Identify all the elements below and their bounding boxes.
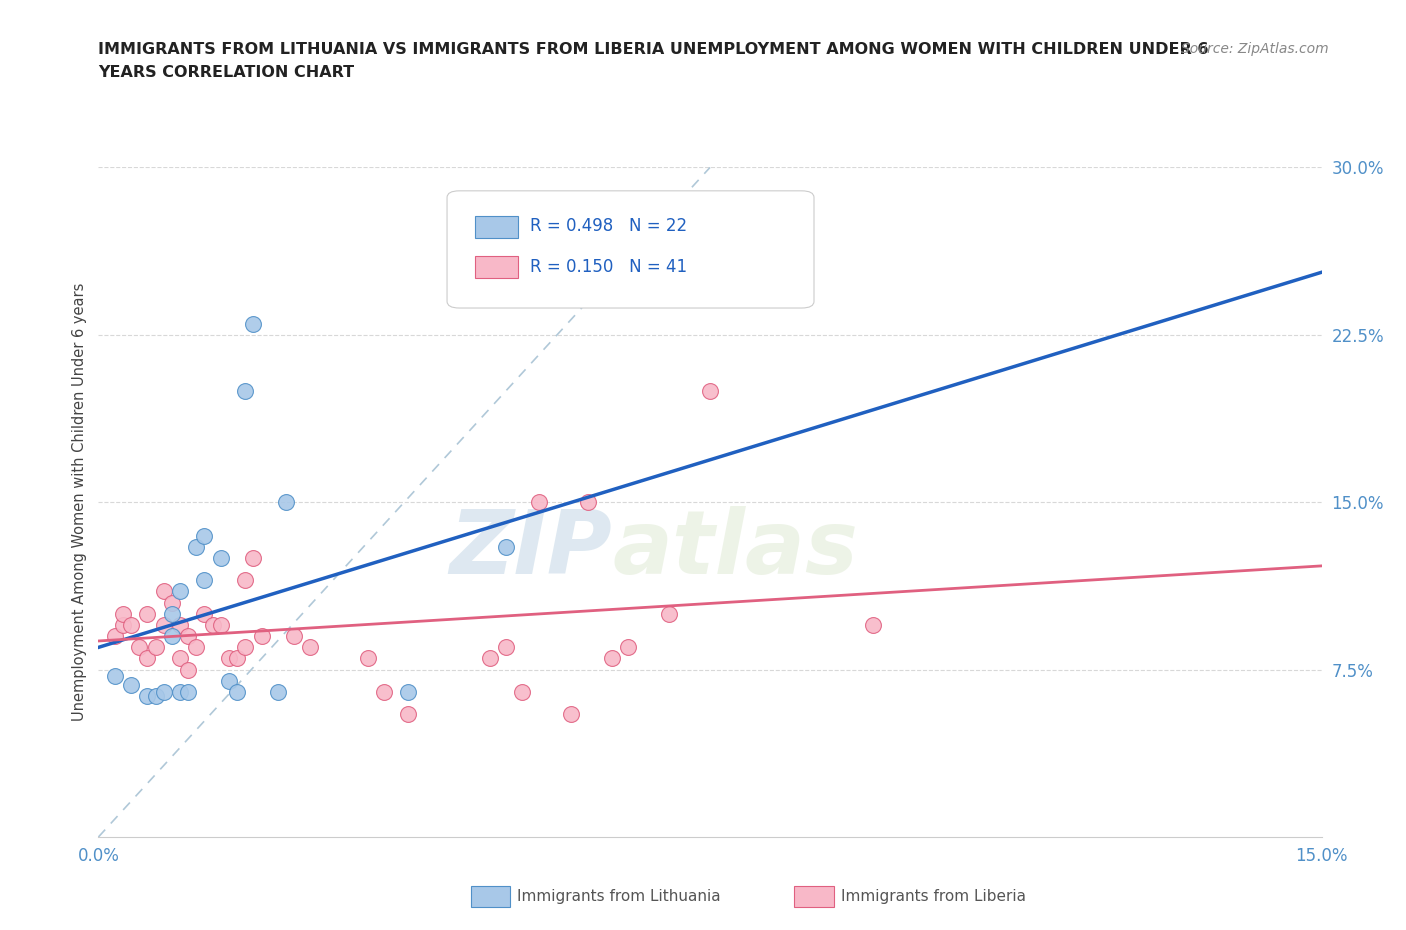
Point	[209, 618, 232, 632]
Point	[699, 383, 721, 398]
Point	[169, 584, 191, 599]
Point	[160, 595, 183, 610]
Point	[478, 651, 501, 666]
Point	[169, 618, 191, 632]
Point	[160, 629, 183, 644]
Point	[274, 495, 297, 510]
Text: R = 0.498   N = 22: R = 0.498 N = 22	[530, 218, 688, 235]
Point	[136, 606, 159, 621]
Point	[169, 651, 191, 666]
Point	[145, 689, 167, 704]
Text: Source: ZipAtlas.com: Source: ZipAtlas.com	[1181, 42, 1329, 56]
Point	[145, 640, 167, 655]
Point	[233, 383, 256, 398]
Point	[396, 707, 419, 722]
Point	[373, 684, 395, 699]
Point	[600, 651, 623, 666]
Point	[495, 640, 517, 655]
Point	[193, 528, 215, 543]
Point	[169, 684, 191, 699]
Point	[193, 573, 215, 588]
Point	[226, 684, 249, 699]
Point	[177, 684, 200, 699]
Point	[226, 651, 249, 666]
Point	[177, 629, 200, 644]
Point	[111, 618, 134, 632]
Text: Immigrants from Lithuania: Immigrants from Lithuania	[517, 889, 721, 904]
Point	[512, 684, 534, 699]
Text: ZIP: ZIP	[450, 506, 612, 592]
Point	[617, 640, 640, 655]
Point	[242, 551, 264, 565]
Point	[186, 539, 208, 554]
FancyBboxPatch shape	[475, 257, 517, 278]
Point	[218, 673, 240, 688]
Point	[356, 651, 378, 666]
Point	[201, 618, 224, 632]
Text: YEARS CORRELATION CHART: YEARS CORRELATION CHART	[98, 65, 354, 80]
Point	[152, 584, 174, 599]
Text: Immigrants from Liberia: Immigrants from Liberia	[841, 889, 1026, 904]
Point	[136, 651, 159, 666]
Y-axis label: Unemployment Among Women with Children Under 6 years: Unemployment Among Women with Children U…	[72, 283, 87, 722]
Point	[862, 618, 884, 632]
Point	[242, 316, 264, 331]
Point	[233, 640, 256, 655]
FancyBboxPatch shape	[475, 217, 517, 238]
Point	[396, 684, 419, 699]
Text: atlas: atlas	[612, 506, 858, 592]
Text: R = 0.150   N = 41: R = 0.150 N = 41	[530, 259, 688, 276]
Point	[160, 606, 183, 621]
Point	[218, 651, 240, 666]
Point	[283, 629, 305, 644]
Point	[111, 606, 134, 621]
Point	[193, 606, 215, 621]
Point	[233, 573, 256, 588]
Point	[152, 618, 174, 632]
Point	[104, 669, 127, 684]
Point	[177, 662, 200, 677]
Point	[104, 629, 127, 644]
Point	[299, 640, 322, 655]
Point	[136, 689, 159, 704]
Point	[120, 678, 142, 693]
Point	[128, 640, 150, 655]
Point	[495, 539, 517, 554]
Point	[186, 640, 208, 655]
Point	[209, 551, 232, 565]
Point	[152, 684, 174, 699]
Text: IMMIGRANTS FROM LITHUANIA VS IMMIGRANTS FROM LIBERIA UNEMPLOYMENT AMONG WOMEN WI: IMMIGRANTS FROM LITHUANIA VS IMMIGRANTS …	[98, 42, 1209, 57]
Point	[560, 707, 582, 722]
Point	[120, 618, 142, 632]
Point	[267, 684, 290, 699]
Point	[527, 495, 550, 510]
Point	[658, 606, 681, 621]
Point	[250, 629, 273, 644]
FancyBboxPatch shape	[447, 191, 814, 308]
Point	[576, 495, 599, 510]
